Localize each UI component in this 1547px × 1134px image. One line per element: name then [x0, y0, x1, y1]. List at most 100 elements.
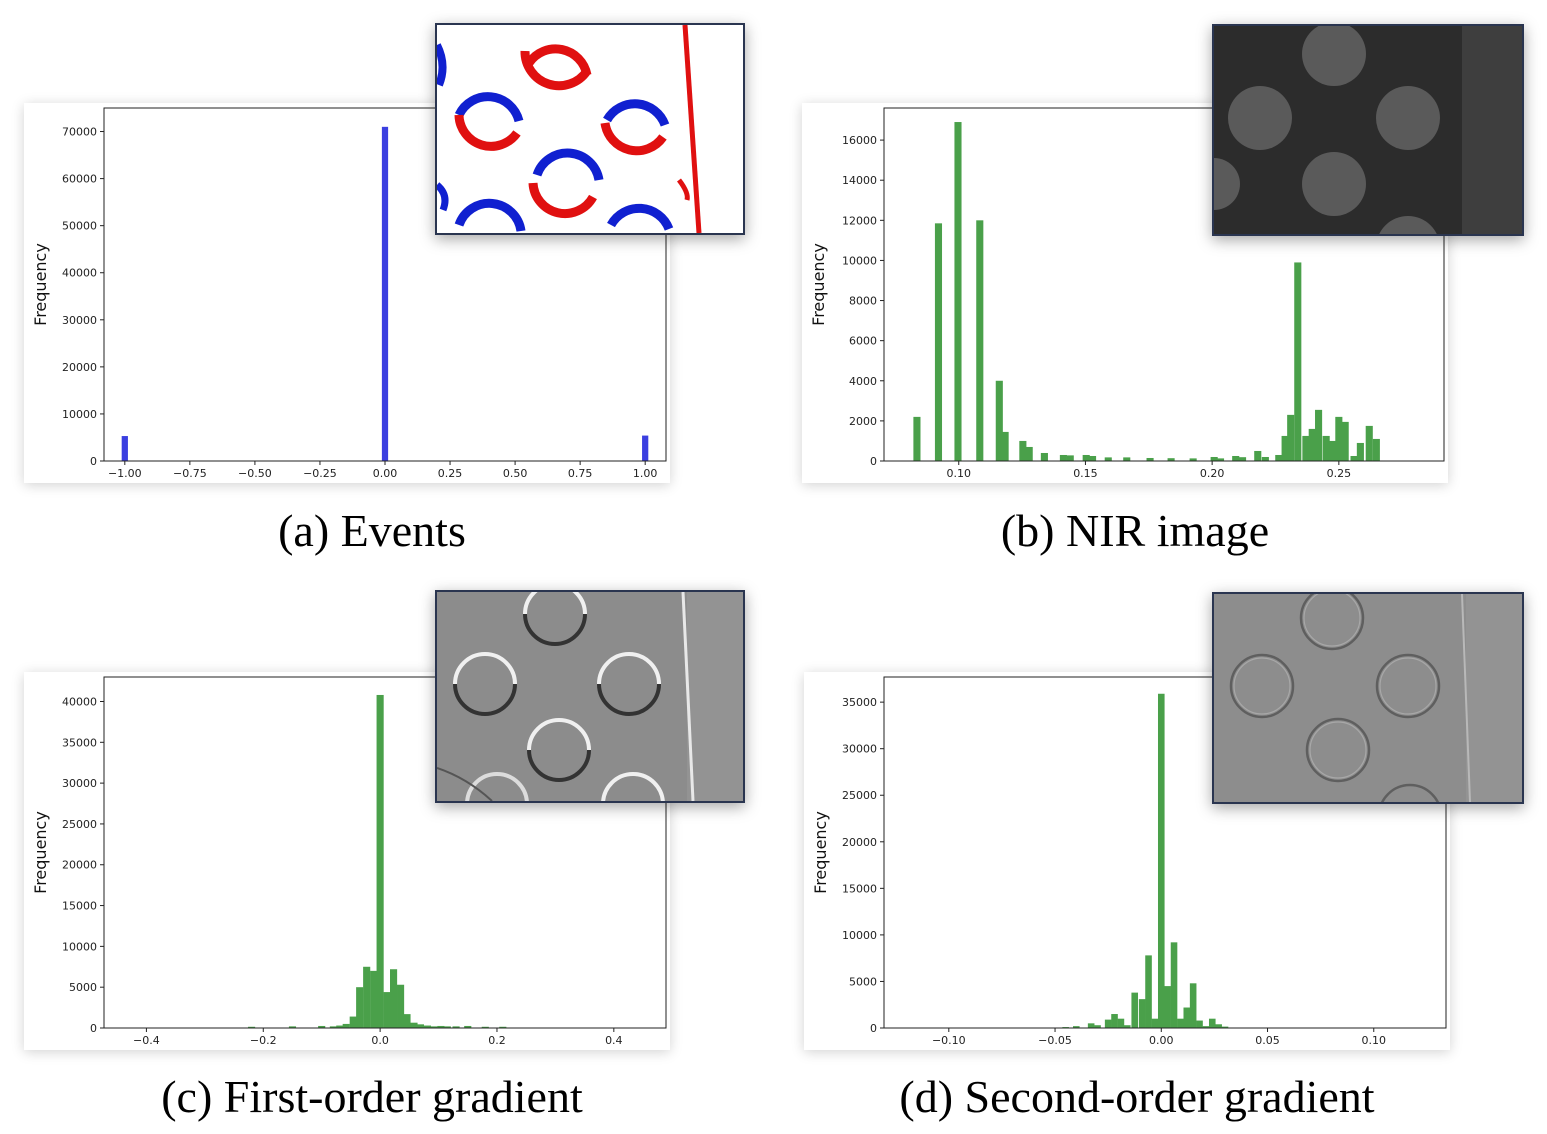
histogram-bar — [1094, 1025, 1101, 1028]
caption-events: (a) Events — [278, 505, 466, 556]
x-tick-label: 0.00 — [373, 467, 398, 480]
histogram-bar — [1167, 458, 1175, 461]
histogram-bar — [1308, 428, 1316, 461]
y-tick-label: 16000 — [842, 134, 877, 147]
y-tick-label: 0 — [90, 1022, 97, 1035]
y-axis-label: Frequency — [31, 243, 50, 326]
histogram-bar — [499, 1026, 507, 1028]
histogram-bar — [913, 416, 921, 462]
histogram-bar — [1322, 435, 1330, 461]
histogram-bar — [336, 1025, 344, 1028]
x-tick-label: 0.4 — [605, 1034, 623, 1047]
histogram-bar — [329, 1026, 337, 1028]
axes-frame — [883, 676, 1447, 1029]
histogram-bar — [1164, 986, 1171, 1028]
histogram-bar — [1287, 414, 1295, 461]
histogram-bar — [1123, 457, 1131, 461]
histogram-bar — [1059, 454, 1067, 461]
y-tick-label: 35000 — [842, 696, 877, 709]
histogram-bar — [1123, 1025, 1131, 1028]
histogram-bar — [430, 1026, 438, 1028]
histogram-bar — [1275, 454, 1283, 461]
y-tick-label: 20000 — [842, 836, 877, 849]
y-tick-label: 30000 — [842, 743, 877, 756]
histogram-bar — [1177, 1018, 1184, 1028]
x-tick-label: −1.00 — [108, 467, 142, 480]
axes-frame — [103, 676, 667, 1029]
y-tick-label: 10000 — [842, 929, 877, 942]
y-tick-label: 30000 — [62, 777, 97, 790]
second-order-gradient-image — [1214, 594, 1522, 802]
inset-event-frame — [435, 23, 745, 235]
histogram-events: 0 10000 20000 30000 40000 50000 60000 70000 −1.0… — [31, 107, 667, 480]
histogram-bar — [1104, 457, 1112, 461]
histogram-bar — [349, 1016, 357, 1028]
histogram-bar — [1138, 999, 1146, 1028]
histogram-bar — [1232, 455, 1240, 461]
x-tick-label: −0.05 — [1038, 1034, 1072, 1047]
x-tick-label: 0.25 — [438, 467, 463, 480]
histogram-bar — [1216, 458, 1225, 461]
y-tick-label: 10000 — [842, 254, 877, 267]
histogram-bar — [1208, 1018, 1216, 1028]
histogram-bar — [121, 436, 128, 461]
y-tick-label: 15000 — [62, 900, 97, 913]
y-tick-label: 14000 — [842, 174, 877, 187]
histogram-bar — [1131, 992, 1139, 1028]
histogram-bar — [1281, 435, 1289, 461]
histogram-bar — [1341, 421, 1349, 461]
histogram-bar — [356, 987, 364, 1028]
histogram-bar — [481, 1026, 489, 1028]
y-tick-label: 30000 — [62, 314, 97, 327]
event-frame-image — [437, 25, 743, 233]
y-axis-label: Frequency — [31, 811, 50, 894]
histogram-first-order: 0 5000 10000 15000 20000 25000 30000 35000 40000… — [31, 676, 667, 1047]
histogram-bar — [1019, 440, 1027, 461]
y-tick-label: 20000 — [62, 859, 97, 872]
x-tick-label: 0.2 — [488, 1034, 506, 1047]
histogram-bar — [1040, 452, 1048, 461]
histogram-bar — [1189, 458, 1197, 461]
histogram-bar — [1170, 942, 1178, 1028]
histogram-bar — [1117, 1018, 1125, 1028]
histogram-bar — [1066, 455, 1074, 461]
histogram-bar — [1145, 955, 1152, 1028]
histogram-bar — [416, 1024, 424, 1028]
caption-first-order: (c) First-order gradient — [161, 1071, 583, 1122]
x-tick-label: 0.15 — [1073, 467, 1098, 480]
first-order-gradient-image — [437, 592, 743, 801]
y-tick-label: 40000 — [62, 267, 97, 280]
histogram-bar — [410, 1022, 418, 1028]
x-tick-label: −0.75 — [173, 467, 207, 480]
y-tick-label: 50000 — [62, 220, 97, 233]
histogram-bar — [452, 1026, 460, 1028]
x-tick-label: 0.10 — [1362, 1034, 1387, 1047]
histogram-bar — [1239, 457, 1247, 461]
histogram-bar — [318, 1025, 326, 1028]
histogram-bar — [370, 970, 378, 1028]
histogram-bar — [934, 223, 943, 461]
plot-card-second-order: 0 5000 10000 15000 20000 25000 30000 35000 −0.10… — [804, 672, 1450, 1050]
caption-second-order: (d) Second-order gradient — [899, 1071, 1375, 1122]
y-tick-label: 10000 — [62, 408, 97, 421]
y-tick-label: 8000 — [849, 295, 877, 308]
x-tick-label: −0.4 — [133, 1034, 160, 1047]
caption-nir: (b) NIR image — [1000, 505, 1270, 556]
histogram-bar — [381, 126, 389, 461]
histogram-bar — [1202, 1026, 1210, 1028]
x-tick-label: 0.0 — [371, 1034, 389, 1047]
x-tick-label: −0.10 — [932, 1034, 966, 1047]
histogram-bar — [1111, 1014, 1118, 1028]
x-tick-label: 0.25 — [1327, 467, 1352, 480]
y-tick-label: 0 — [90, 455, 97, 468]
histogram-bar — [1196, 1020, 1203, 1028]
histogram-bar — [1025, 446, 1033, 461]
x-tick-label: 0.00 — [1149, 1034, 1174, 1047]
y-tick-label: 10000 — [62, 940, 97, 953]
y-tick-label: 5000 — [69, 981, 97, 994]
y-axis-label: Frequency — [809, 243, 828, 326]
histogram-bar — [1189, 983, 1197, 1028]
histogram-bar — [1215, 1024, 1222, 1028]
y-axis-label: Frequency — [811, 811, 830, 894]
histogram-bar — [342, 1023, 350, 1028]
